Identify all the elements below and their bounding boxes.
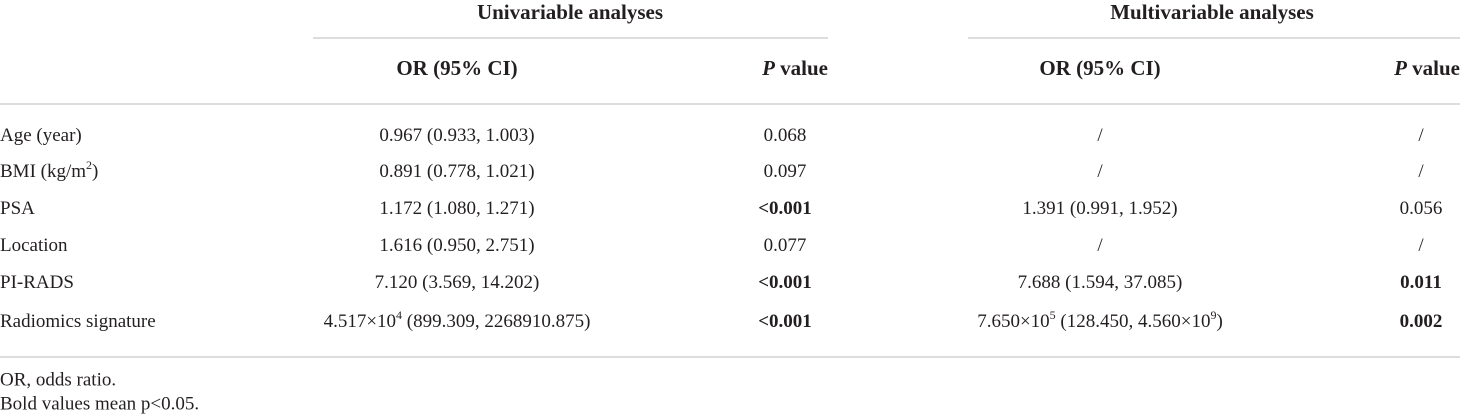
cell: 7.688 (1.594, 37.085) [1018,272,1183,293]
cell: 0.002 [1400,311,1443,332]
cell-text: / [1418,161,1424,182]
cell-text: <0.001 [758,198,812,219]
group-header: Univariable analyses [477,0,663,24]
cell-text: Radiomics signature [0,311,156,332]
cell-text: / [1418,235,1424,256]
cell-text: 4.517×10 [324,311,396,332]
cell-text: 5 [1050,308,1056,322]
cell-text: 2 [86,158,92,172]
cell-text: ) [92,161,98,182]
cell-text: <0.001 [758,311,812,332]
cell: 7.650×105 (128.450, 4.560×109) [977,308,1223,333]
cell-text: OR (95% CI) [1039,56,1160,80]
cell-text: 1.391 (0.991, 1.952) [1022,198,1177,219]
row-label: Radiomics signature [0,311,156,332]
footnote: Bold values mean p<0.05. [0,393,199,414]
cell-text: <0.001 [758,272,812,293]
row-label: Age (year) [0,125,82,146]
cell-text: 1.616 (0.950, 2.751) [379,235,534,256]
cell: 0.068 [764,125,807,146]
cell: / [1097,125,1103,146]
cell-text: 1.172 (1.080, 1.271) [379,198,534,219]
cell: / [1097,235,1103,256]
cell: / [1097,161,1103,182]
cell-text: 0.077 [764,235,807,256]
cell: 1.391 (0.991, 1.952) [1022,198,1177,219]
cell-text: 4 [396,308,402,322]
cell-text: Location [0,235,68,256]
cell: / [1418,235,1424,256]
group-header: Multivariable analyses [1110,0,1314,24]
row-label: Location [0,235,68,256]
cell-text: 0.002 [1400,311,1443,332]
cell: <0.001 [758,311,812,332]
cell: 0.097 [764,161,807,182]
column-header: OR (95% CI) [1039,56,1160,80]
row-label: PSA [0,198,35,219]
cell-text: P [761,56,775,80]
row-label: BMI (kg/m2) [0,158,98,183]
cell-text: 0.891 (0.778, 1.021) [379,161,534,182]
cell-text: 7.688 (1.594, 37.085) [1018,272,1183,293]
column-header: P value [1393,56,1460,80]
cell-text: 0.097 [764,161,807,182]
cell-text: 0.011 [1400,272,1442,293]
cell-text: PI-RADS [0,272,74,293]
cell: 0.056 [1400,198,1443,219]
cell: 4.517×104 (899.309, 2268910.875) [324,308,591,333]
cell-text: Age (year) [0,125,82,146]
cell-text: 0.068 [764,125,807,146]
cell-text: 9 [1210,308,1216,322]
cell: <0.001 [758,198,812,219]
cell: 1.172 (1.080, 1.271) [379,198,534,219]
cell-text: (128.450, 4.560×10 [1056,311,1211,332]
cell: / [1418,161,1424,182]
cell-text: 0.056 [1400,198,1443,219]
cell-text: / [1418,125,1424,146]
cell-text: value [775,56,828,80]
cell-text: 7.120 (3.569, 14.202) [375,272,540,293]
cell-text: P [1393,56,1407,80]
cell: 7.120 (3.569, 14.202) [375,272,540,293]
cell-text: value [1407,56,1460,80]
footnote: OR, odds ratio. [0,369,116,390]
cell-text: 7.650×10 [977,311,1049,332]
cell-text: / [1097,235,1103,256]
cell-text: (899.309, 2268910.875) [402,311,590,332]
cell-text: / [1097,161,1103,182]
cell: 1.616 (0.950, 2.751) [379,235,534,256]
cell-text: OR (95% CI) [396,56,517,80]
cell-text: / [1097,125,1103,146]
cell-text: PSA [0,198,35,219]
cell-text: ) [1216,311,1222,332]
cell: / [1418,125,1424,146]
cell: 0.077 [764,235,807,256]
cell: 0.011 [1400,272,1442,293]
column-header: P value [761,56,828,80]
cell-text: 0.967 (0.933, 1.003) [379,125,534,146]
column-header: OR (95% CI) [396,56,517,80]
cell: <0.001 [758,272,812,293]
cell: 0.967 (0.933, 1.003) [379,125,534,146]
row-label: PI-RADS [0,272,74,293]
cell-text: BMI (kg/m [0,161,86,182]
cell: 0.891 (0.778, 1.021) [379,161,534,182]
